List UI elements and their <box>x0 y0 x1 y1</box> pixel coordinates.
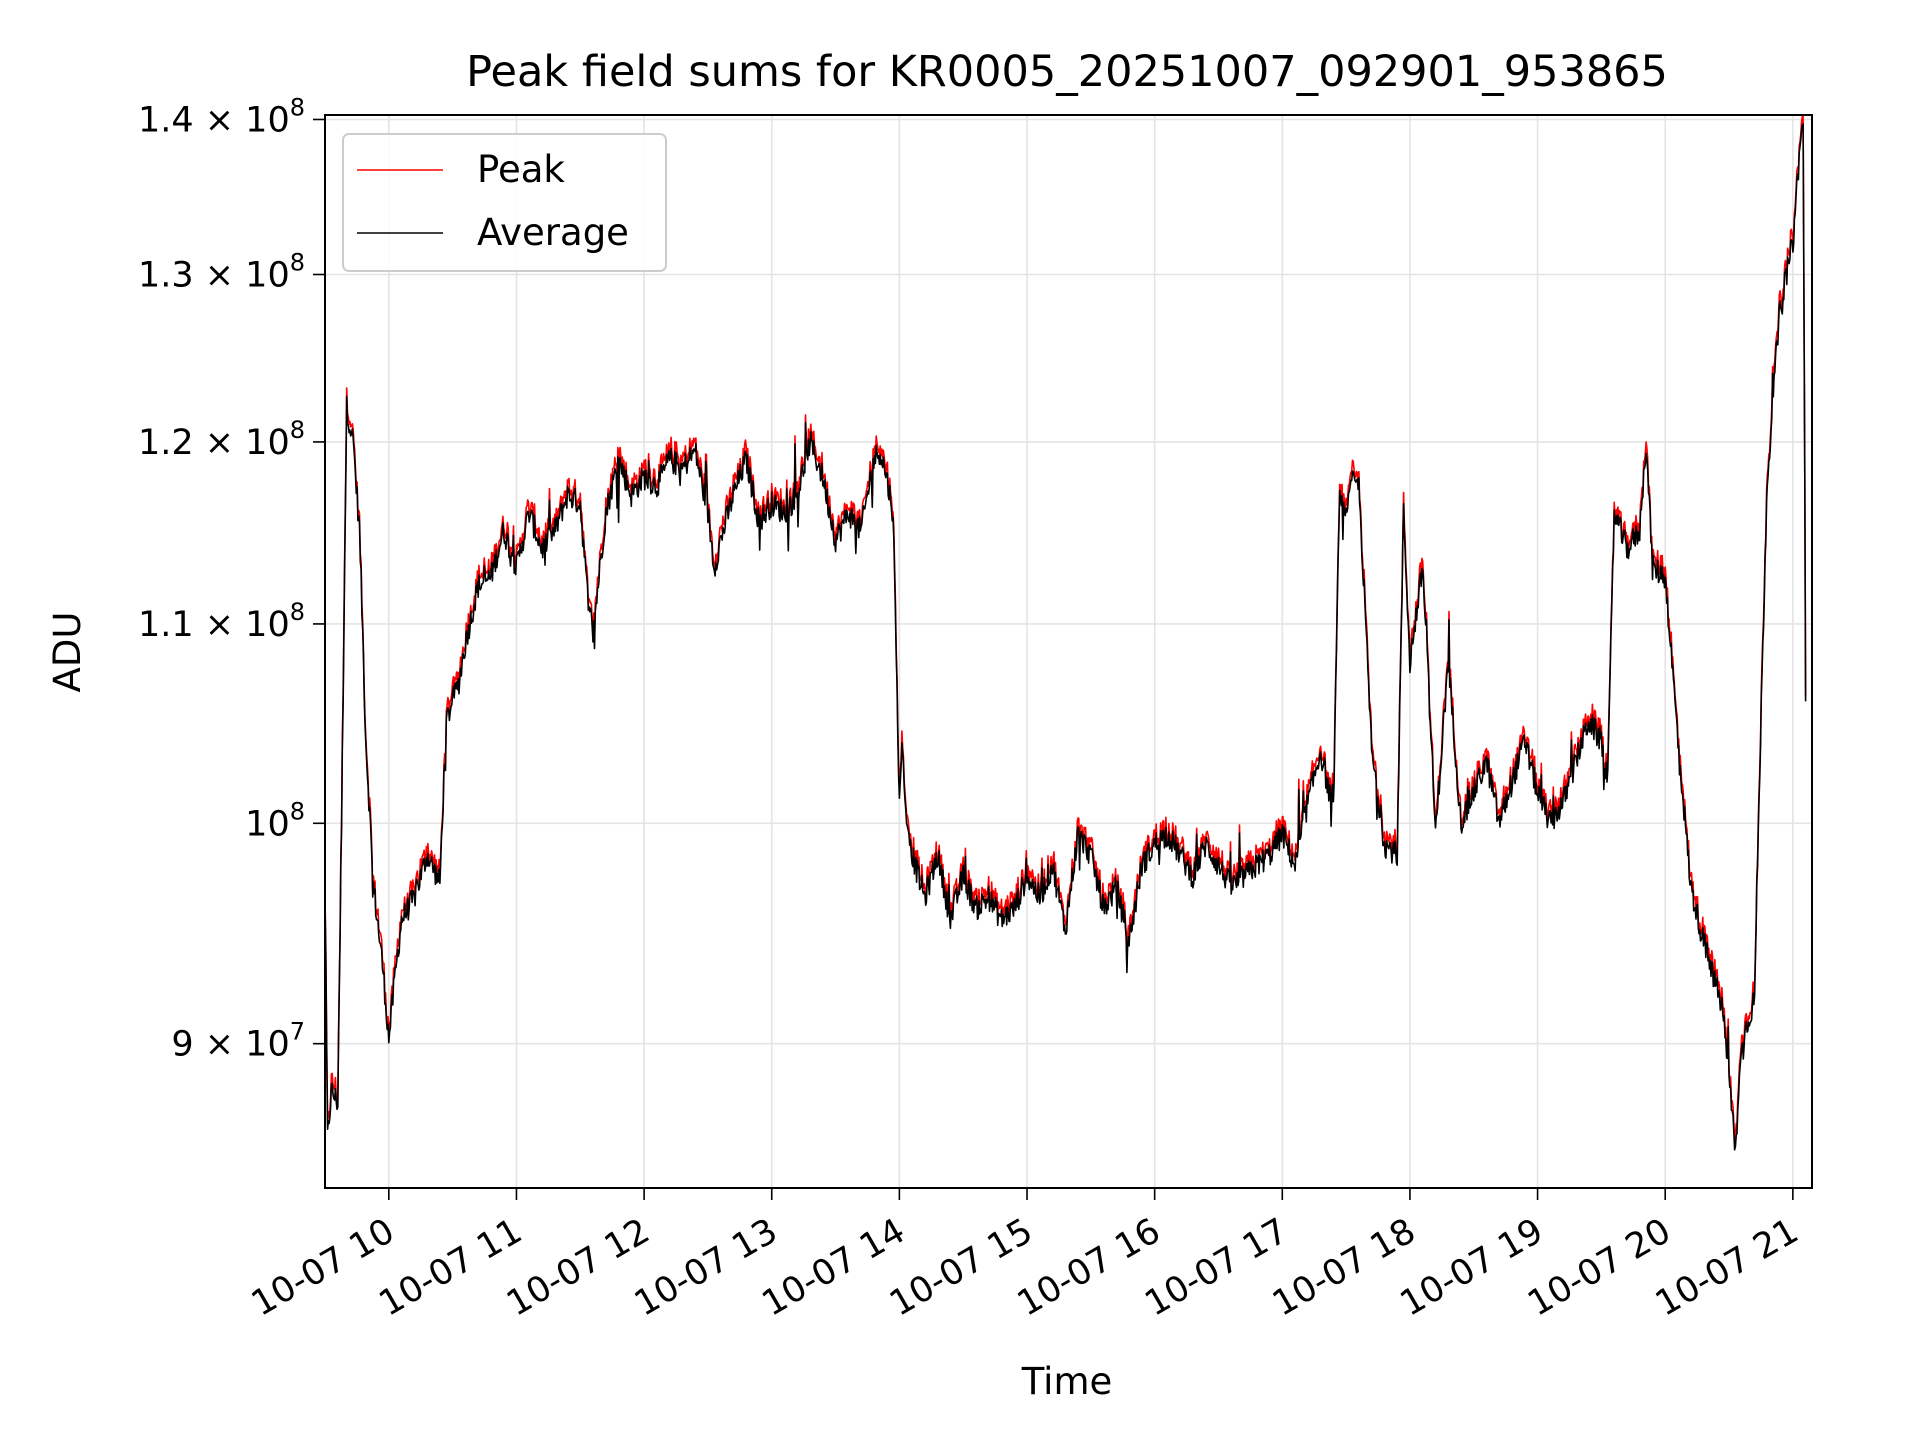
y-tick-label: 1.1 × 108 <box>138 598 305 645</box>
y-tick-label: 1.2 × 108 <box>138 416 305 463</box>
x-axis-title: Time <box>1021 1360 1113 1403</box>
grid-layer <box>325 115 1812 1188</box>
y-tick-label: 1.4 × 108 <box>138 93 305 140</box>
series-line-average <box>324 123 1807 1151</box>
plot-frame <box>324 114 1813 1189</box>
legend: Peak Average <box>342 133 667 272</box>
y-tick-label: 9 × 107 <box>171 1018 305 1065</box>
legend-average-label: Average <box>477 211 629 254</box>
y-tick-label: 108 <box>245 797 305 844</box>
y-axis: 9 × 107 108 1.1 × 108 1.2 × 108 1.3 × 108 1.4… <box>138 93 325 1065</box>
y-axis-title: ADU <box>46 612 89 693</box>
chart-title: Peak field sums for KR0005_20251007_0929… <box>466 47 1668 97</box>
legend-box <box>342 133 667 272</box>
y-tick-label: 1.3 × 108 <box>138 248 305 295</box>
series-layer <box>324 114 1807 1151</box>
legend-peak-label: Peak <box>477 148 565 191</box>
